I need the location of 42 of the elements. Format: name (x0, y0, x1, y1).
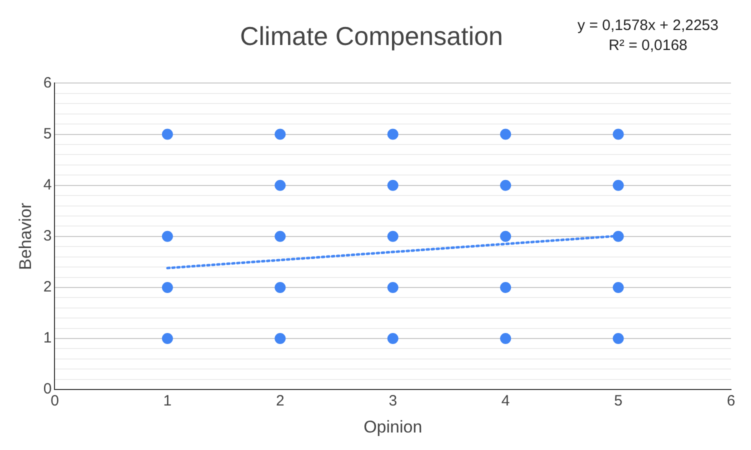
point (274, 180, 286, 191)
x-axis-title: Opinion (364, 417, 422, 436)
point (612, 230, 624, 242)
point (500, 282, 512, 293)
point (387, 230, 398, 242)
y-tick-label: 6 (43, 74, 52, 92)
point (387, 333, 398, 344)
text: y = 0,1578x + 2,2253 (578, 17, 718, 34)
x-tick-label: 6 (726, 392, 736, 410)
text: R² = 0,0168 (608, 37, 688, 54)
point (387, 128, 398, 140)
x-tick-label: 2 (276, 392, 284, 410)
point (500, 180, 512, 191)
point (162, 282, 173, 293)
y-tick-label: 0 (43, 380, 52, 398)
point (274, 333, 286, 344)
point (274, 230, 286, 242)
y-tick-label: 4 (43, 176, 52, 194)
y-axis-title: Behavior (16, 202, 35, 270)
chart-title: Climate Compensation (240, 20, 504, 51)
point (274, 282, 286, 293)
point (162, 128, 173, 140)
y-tick-label: 2 (43, 278, 52, 296)
x-tick-label: 5 (614, 392, 622, 410)
y-tick-label: 5 (43, 125, 52, 142)
point (162, 333, 173, 344)
point (162, 230, 173, 242)
point (274, 128, 286, 140)
x-tick-label: 3 (388, 392, 398, 410)
point (612, 282, 624, 293)
point (500, 128, 512, 140)
x-tick-label: 4 (501, 392, 510, 410)
x-tick-label: 1 (163, 392, 172, 410)
y-tick-label: 1 (43, 330, 52, 347)
point (387, 282, 398, 293)
point (500, 333, 512, 344)
point (387, 180, 398, 191)
point (612, 333, 624, 344)
point (612, 128, 624, 140)
y-tick-label: 3 (43, 228, 52, 245)
point (612, 180, 624, 191)
point (500, 230, 512, 242)
